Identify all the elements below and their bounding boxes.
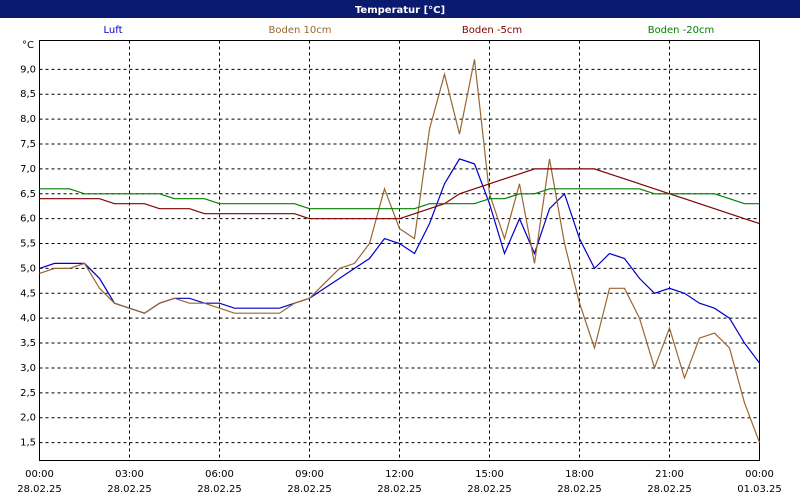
y-tick-label: 6,5 [20,189,36,200]
series-line [39,59,761,443]
y-tick-label: 9,0 [20,64,36,75]
legend-entry: Boden -5cm [462,25,522,36]
y-tick-label: 8,5 [20,89,36,100]
legend-entry: Luft [104,25,123,36]
y-tick-label: 4,0 [20,313,36,324]
chart-title: Temperatur [°C] [355,5,445,16]
x-tick-date: 28.02.25 [287,484,332,495]
series-line [39,158,760,364]
y-tick-label: 2,0 [20,413,36,424]
x-tick-label: 12:00 [385,469,414,480]
legend-entry: Boden 10cm [269,25,332,36]
x-tick-label: 00:00 [25,469,54,480]
legend-entry: Boden -20cm [648,25,715,36]
x-tick-label: 00:00 [745,469,774,480]
x-tick-label: 09:00 [295,469,324,480]
y-tick-label: 5,5 [20,239,36,250]
y-tick-label: 3,0 [20,363,36,374]
x-tick-label: 06:00 [205,469,234,480]
y-tick-label: 1,5 [20,438,36,449]
x-tick-label: 21:00 [655,469,684,480]
x-tick-date: 28.02.25 [107,484,152,495]
x-tick-date: 28.02.25 [17,484,62,495]
title-bar [0,0,800,18]
y-tick-label: 3,5 [20,338,36,349]
x-tick-date: 28.02.25 [197,484,242,495]
x-tick-label: 15:00 [475,469,504,480]
x-tick-date: 28.02.25 [557,484,602,495]
y-tick-label: 6,0 [20,214,36,225]
x-tick-date: 01.03.25 [737,484,782,495]
y-tick-label: 7,5 [20,139,36,150]
x-tick-date: 28.02.25 [467,484,512,495]
y-tick-label: 7,0 [20,164,36,175]
x-tick-label: 18:00 [565,469,594,480]
x-tick-label: 03:00 [115,469,144,480]
x-tick-date: 28.02.25 [647,484,692,495]
y-unit: °C [22,40,34,51]
y-tick-label: 8,0 [20,114,36,125]
y-tick-label: 2,5 [20,388,36,399]
series-line [39,168,760,225]
series-line [39,188,760,210]
y-tick-label: 5,0 [20,263,36,274]
x-tick-date: 28.02.25 [377,484,422,495]
y-tick-label: 4,5 [20,288,36,299]
